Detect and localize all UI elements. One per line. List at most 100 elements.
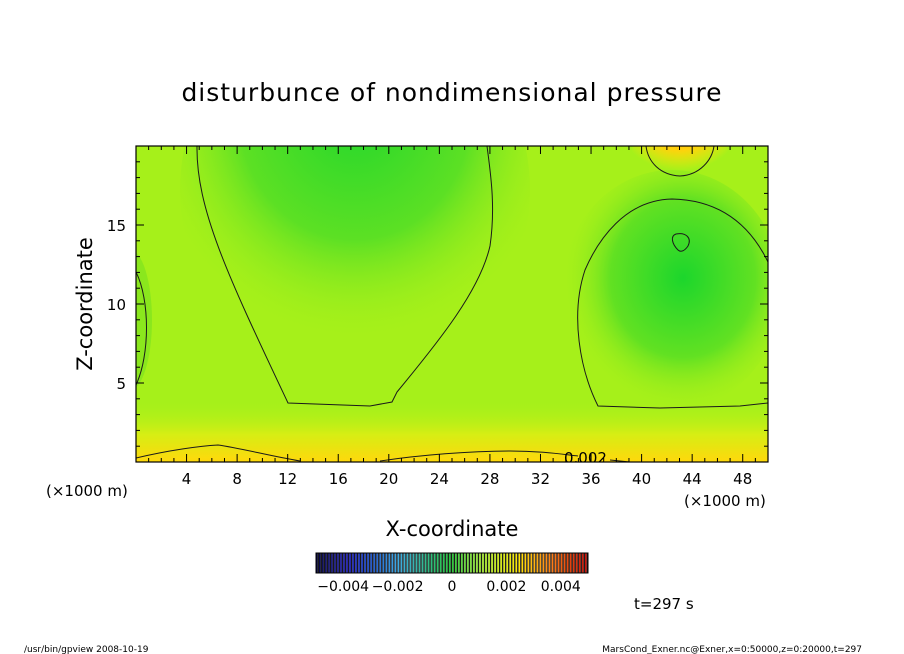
colorbar-gap <box>417 553 419 573</box>
colorbar-gap <box>468 553 471 573</box>
colorbar-gap <box>375 553 377 573</box>
colorbar-gap <box>456 553 459 573</box>
colorbar-stripe <box>439 553 442 573</box>
colorbar-stripe <box>509 553 512 573</box>
colorbar-stripe <box>569 553 572 573</box>
colorbar-gap <box>414 553 416 573</box>
colorbar <box>316 553 588 573</box>
x-unit-right: (×1000 m) <box>684 492 766 510</box>
colorbar-stripe <box>394 553 397 573</box>
colorbar-stripe <box>524 553 527 573</box>
colorbar-gap <box>532 553 534 573</box>
plot-area: 0.002 <box>136 146 768 462</box>
colorbar-stripe <box>500 553 503 573</box>
high-cell-top <box>632 146 728 184</box>
colorbar-gap <box>480 553 483 573</box>
colorbar-stripe <box>467 553 469 573</box>
colorbar-stripe <box>325 553 327 573</box>
colorbar-gap <box>489 553 492 573</box>
colorbar-stripe <box>379 553 382 573</box>
colorbar-gap <box>344 553 347 573</box>
colorbar-stripe <box>358 553 360 573</box>
colorbar-gap <box>396 553 398 573</box>
colorbar-stripe <box>542 553 545 573</box>
colorbar-gap <box>583 553 585 573</box>
colorbar-gap <box>359 553 362 573</box>
colorbar-stripe <box>536 553 539 573</box>
colorbar-gap <box>508 553 510 573</box>
colorbar-tick-label: 0.004 <box>541 579 581 595</box>
colorbar-gap <box>438 553 440 573</box>
colorbar-gap <box>535 553 537 573</box>
colorbar-gap <box>435 553 437 573</box>
colorbar-stripe <box>445 553 448 573</box>
colorbar-gap <box>450 553 452 573</box>
colorbar-tick-label: −0.004 <box>317 579 369 595</box>
x-tick-label: 24 <box>430 470 449 488</box>
colorbar-stripe <box>581 553 584 573</box>
colorbar-stripe <box>385 553 388 573</box>
colorbar-gap <box>562 553 564 573</box>
colorbar-stripe <box>497 553 499 573</box>
colorbar-stripe <box>322 553 324 573</box>
colorbar-gap <box>441 553 443 573</box>
colorbar-stripe <box>319 553 321 573</box>
colorbar-gap <box>538 553 540 573</box>
low-edge-left <box>136 252 152 388</box>
colorbar-stripe <box>515 553 518 573</box>
colorbar-stripe <box>424 553 427 573</box>
colorbar-gap <box>586 553 588 573</box>
colorbar-stripe <box>575 553 578 573</box>
colorbar-gap <box>474 553 477 573</box>
colorbar-gap <box>429 553 431 573</box>
x-tick-label: 32 <box>531 470 550 488</box>
colorbar-gap <box>426 553 428 573</box>
colorbar-gap <box>347 553 350 573</box>
colorbar-gap <box>514 553 516 573</box>
colorbar-gap <box>320 553 323 573</box>
colorbar-gap <box>471 553 474 573</box>
colorbar-stripe <box>448 553 451 573</box>
colorbar-stripe <box>373 553 376 573</box>
colorbar-gap <box>335 553 338 573</box>
colorbar-stripe <box>343 553 345 573</box>
colorbar-gap <box>571 553 573 573</box>
colorbar-stripe <box>491 553 493 573</box>
contour-high-top <box>645 146 715 177</box>
colorbar-gap <box>465 553 468 573</box>
colorbar-gap <box>387 553 389 573</box>
colorbar-stripe <box>430 553 433 573</box>
colorbar-stripe <box>554 553 557 573</box>
colorbar-gap <box>553 553 555 573</box>
colorbar-gap <box>411 553 413 573</box>
colorbar-gap <box>462 553 465 573</box>
colorbar-gap <box>341 553 344 573</box>
colorbar-stripe <box>539 553 542 573</box>
x-unit-left: (×1000 m) <box>46 482 128 500</box>
colorbar-gap <box>520 553 522 573</box>
colorbar-tick-label: 0 <box>448 579 457 595</box>
colorbar-gap <box>523 553 525 573</box>
colorbar-stripe <box>494 553 496 573</box>
colorbar-gap <box>547 553 549 573</box>
colorbar-gap <box>372 553 374 573</box>
colorbar-tick-labels: −0.004 −0.002 0 0.002 0.004 <box>317 579 581 595</box>
colorbar-stripe <box>512 553 515 573</box>
colorbar-stripe <box>533 553 536 573</box>
contour-low-upper <box>196 146 494 407</box>
colorbar-stripe <box>530 553 533 573</box>
colorbar-stripe <box>409 553 412 573</box>
colorbar-stripe <box>400 553 403 573</box>
colorbar-gap <box>526 553 528 573</box>
colorbar-stripe <box>461 553 463 573</box>
colorbar-stripe <box>470 553 472 573</box>
colorbar-stripe <box>346 553 348 573</box>
colorbar-stripe <box>415 553 418 573</box>
colorbar-gap <box>550 553 552 573</box>
colorbar-gap <box>529 553 531 573</box>
colorbar-gap <box>423 553 425 573</box>
colorbar-gap <box>544 553 546 573</box>
colorbar-gap <box>492 553 495 573</box>
colorbar-gap <box>399 553 401 573</box>
